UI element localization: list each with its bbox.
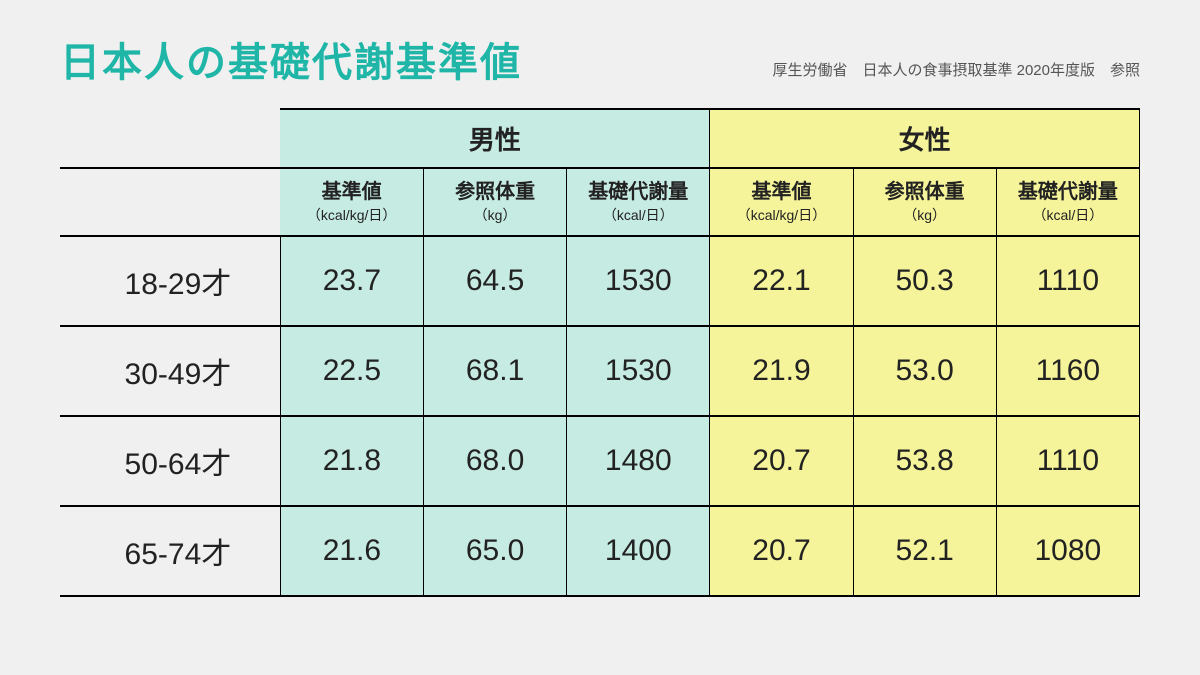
cell-female-base: 21.9 [710, 326, 853, 416]
cell-male-weight: 68.0 [423, 416, 566, 506]
table-row: 18-29才 23.7 64.5 1530 22.1 50.3 1110 [60, 236, 1140, 326]
row-age-label: 18-29才 [60, 236, 280, 326]
cell-male-base: 21.8 [280, 416, 423, 506]
cell-male-weight: 65.0 [423, 506, 566, 596]
page-title: 日本人の基礎代謝基準値 [60, 30, 522, 88]
cell-male-bmr: 1530 [567, 236, 710, 326]
table-row: 30-49才 22.5 68.1 1530 21.9 53.0 1160 [60, 326, 1140, 416]
cell-female-weight: 53.8 [853, 416, 996, 506]
subhdr-label: 基礎代謝量 [999, 179, 1137, 206]
cell-male-weight: 68.1 [423, 326, 566, 416]
cell-female-bmr: 1160 [996, 326, 1139, 416]
subhdr-unit: （kcal/日） [569, 206, 707, 225]
cell-male-base: 22.5 [280, 326, 423, 416]
cell-female-weight: 53.0 [853, 326, 996, 416]
bmr-table: 男性 女性 基準値 （kcal/kg/日） 参照体重 （kg） 基礎代謝量 （k… [60, 108, 1140, 597]
cell-female-bmr: 1080 [996, 506, 1139, 596]
header: 日本人の基礎代謝基準値 厚生労働省 日本人の食事摂取基準 2020年度版 参照 [60, 30, 1140, 88]
cell-female-base: 20.7 [710, 416, 853, 506]
cell-female-base: 20.7 [710, 506, 853, 596]
table-row: 65-74才 21.6 65.0 1400 20.7 52.1 1080 [60, 506, 1140, 596]
subhdr-label: 基礎代謝量 [569, 179, 707, 206]
corner-cell [60, 109, 280, 168]
cell-female-weight: 50.3 [853, 236, 996, 326]
cell-male-bmr: 1480 [567, 416, 710, 506]
cell-female-base: 22.1 [710, 236, 853, 326]
subhdr-unit: （kg） [856, 206, 994, 225]
table-body: 18-29才 23.7 64.5 1530 22.1 50.3 1110 30-… [60, 236, 1140, 596]
subhdr-male-base: 基準値 （kcal/kg/日） [280, 168, 423, 236]
cell-male-base: 23.7 [280, 236, 423, 326]
cell-male-bmr: 1530 [567, 326, 710, 416]
group-header-male: 男性 [280, 109, 710, 168]
cell-male-bmr: 1400 [567, 506, 710, 596]
row-age-label: 65-74才 [60, 506, 280, 596]
subhdr-unit: （kcal/kg/日） [282, 206, 421, 225]
subhdr-unit: （kcal/kg/日） [712, 206, 850, 225]
cell-male-weight: 64.5 [423, 236, 566, 326]
subhdr-female-weight: 参照体重 （kg） [853, 168, 996, 236]
subhdr-female-bmr: 基礎代謝量 （kcal/日） [996, 168, 1139, 236]
cell-male-base: 21.6 [280, 506, 423, 596]
subhdr-unit: （kg） [426, 206, 564, 225]
cell-female-bmr: 1110 [996, 416, 1139, 506]
row-age-label: 50-64才 [60, 416, 280, 506]
source-note: 厚生労働省 日本人の食事摂取基準 2020年度版 参照 [772, 59, 1140, 88]
subhdr-unit: （kcal/日） [999, 206, 1137, 225]
group-header-row: 男性 女性 [60, 109, 1140, 168]
sub-header-row: 基準値 （kcal/kg/日） 参照体重 （kg） 基礎代謝量 （kcal/日）… [60, 168, 1140, 236]
row-age-label: 30-49才 [60, 326, 280, 416]
subhdr-label: 基準値 [712, 179, 850, 206]
cell-female-bmr: 1110 [996, 236, 1139, 326]
cell-female-weight: 52.1 [853, 506, 996, 596]
table-row: 50-64才 21.8 68.0 1480 20.7 53.8 1110 [60, 416, 1140, 506]
subhdr-male-bmr: 基礎代謝量 （kcal/日） [567, 168, 710, 236]
subhdr-label: 基準値 [282, 179, 421, 206]
rowhdr-empty [60, 168, 280, 236]
subhdr-label: 参照体重 [426, 179, 564, 206]
subhdr-label: 参照体重 [856, 179, 994, 206]
subhdr-male-weight: 参照体重 （kg） [423, 168, 566, 236]
group-header-female: 女性 [710, 109, 1140, 168]
page: 日本人の基礎代謝基準値 厚生労働省 日本人の食事摂取基準 2020年度版 参照 … [0, 0, 1200, 675]
subhdr-female-base: 基準値 （kcal/kg/日） [710, 168, 853, 236]
